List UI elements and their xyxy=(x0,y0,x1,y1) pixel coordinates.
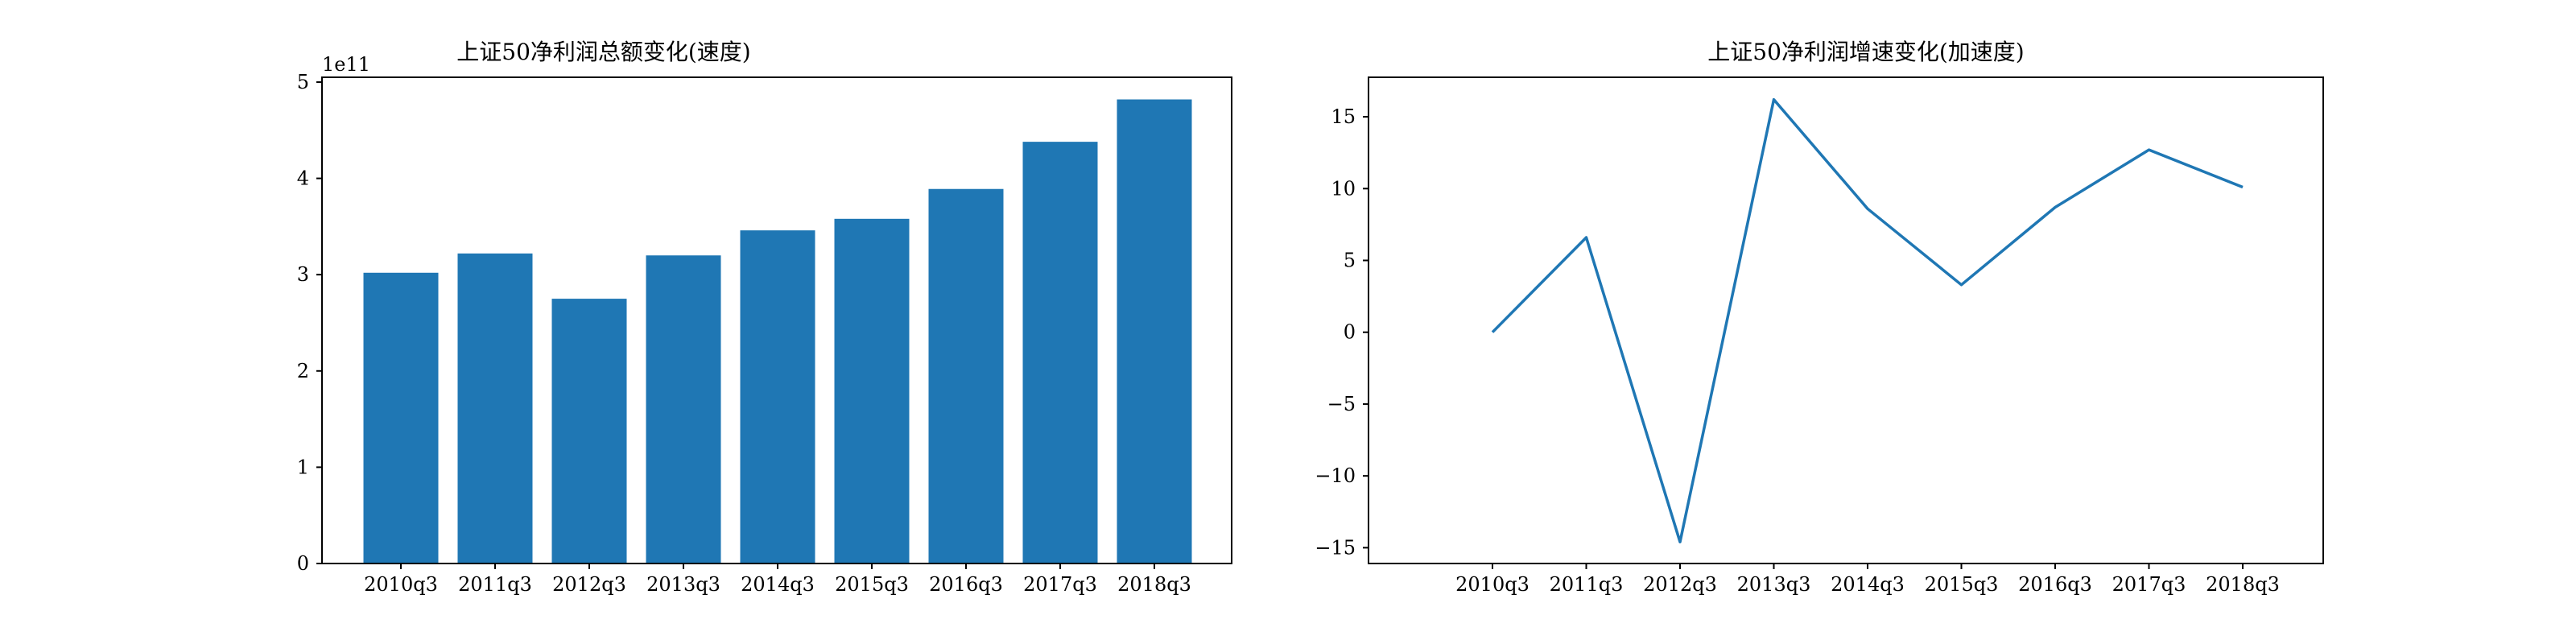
x-axis-ticks: 2010q3 2011q3 2012q3 2013q3 2014q3 2015q3 2016… xyxy=(1455,564,2280,596)
x-tick-label: 2013q3 xyxy=(1737,573,1811,596)
bar-2013q3 xyxy=(646,255,721,564)
x-tick-label: 2010q3 xyxy=(1455,573,1530,596)
x-tick-label: 2017q3 xyxy=(1023,573,1097,596)
bar-2018q3 xyxy=(1117,99,1192,564)
x-tick-label: 2012q3 xyxy=(552,573,626,596)
x-tick-label: 2011q3 xyxy=(1550,573,1624,596)
x-tick-label: 2018q3 xyxy=(1117,573,1191,596)
x-axis-ticks: 2010q3 2011q3 2012q3 2013q3 2014q3 2015q3 2016… xyxy=(364,564,1191,596)
x-tick-label: 2014q3 xyxy=(741,573,815,596)
x-tick-label: 2010q3 xyxy=(364,573,438,596)
x-tick-label: 2015q3 xyxy=(835,573,909,596)
bar-chart: 上证50净利润总额变化(速度) 1e11 0 1 2 3 4 5 2010q3 2011q3… xyxy=(297,39,1232,596)
y-tick-label: 0 xyxy=(1344,321,1356,344)
y-tick-label: 2 xyxy=(297,360,309,382)
x-tick-label: 2016q3 xyxy=(2018,573,2092,596)
x-tick-label: 2017q3 xyxy=(2112,573,2186,596)
x-tick-label: 2018q3 xyxy=(2206,573,2280,596)
y-tick-label: −10 xyxy=(1315,464,1356,487)
y-axis-ticks: −15 −10 −5 0 5 10 15 xyxy=(1315,105,1368,559)
plot-frame xyxy=(1368,76,2324,564)
line-chart-title: 上证50净利润增速变化(加速度) xyxy=(1707,39,2024,65)
bar-chart-title: 上证50净利润总额变化(速度) xyxy=(456,39,750,65)
x-tick-label: 2011q3 xyxy=(458,573,532,596)
y-tick-label: 5 xyxy=(1344,250,1356,272)
y-tick-label: −15 xyxy=(1315,536,1356,559)
x-tick-label: 2014q3 xyxy=(1831,573,1905,596)
y-tick-label: 4 xyxy=(297,167,309,190)
y-axis-ticks: 0 1 2 3 4 5 xyxy=(297,71,322,575)
y-tick-label: 15 xyxy=(1331,105,1356,128)
y-tick-label: 0 xyxy=(297,552,309,575)
growth-line xyxy=(1491,97,2244,543)
bar-series xyxy=(363,99,1192,564)
y-tick-label: 5 xyxy=(297,71,309,93)
y-tick-label: 10 xyxy=(1331,177,1356,200)
bar-2012q3 xyxy=(551,299,627,564)
y-offset-text: 1e11 xyxy=(322,53,370,76)
x-tick-label: 2015q3 xyxy=(1925,573,1999,596)
plot-frame xyxy=(321,76,1232,564)
y-tick-label: 1 xyxy=(297,456,309,478)
x-tick-label: 2016q3 xyxy=(929,573,1003,596)
bar-2010q3 xyxy=(363,272,439,564)
x-tick-label: 2012q3 xyxy=(1643,573,1717,596)
bar-2011q3 xyxy=(457,253,533,564)
bar-2014q3 xyxy=(740,230,815,564)
bar-2015q3 xyxy=(834,218,910,564)
y-tick-label: −5 xyxy=(1327,393,1356,415)
bar-2016q3 xyxy=(928,188,1004,564)
y-tick-label: 3 xyxy=(297,263,309,286)
bar-2017q3 xyxy=(1022,142,1098,564)
x-tick-label: 2013q3 xyxy=(646,573,720,596)
